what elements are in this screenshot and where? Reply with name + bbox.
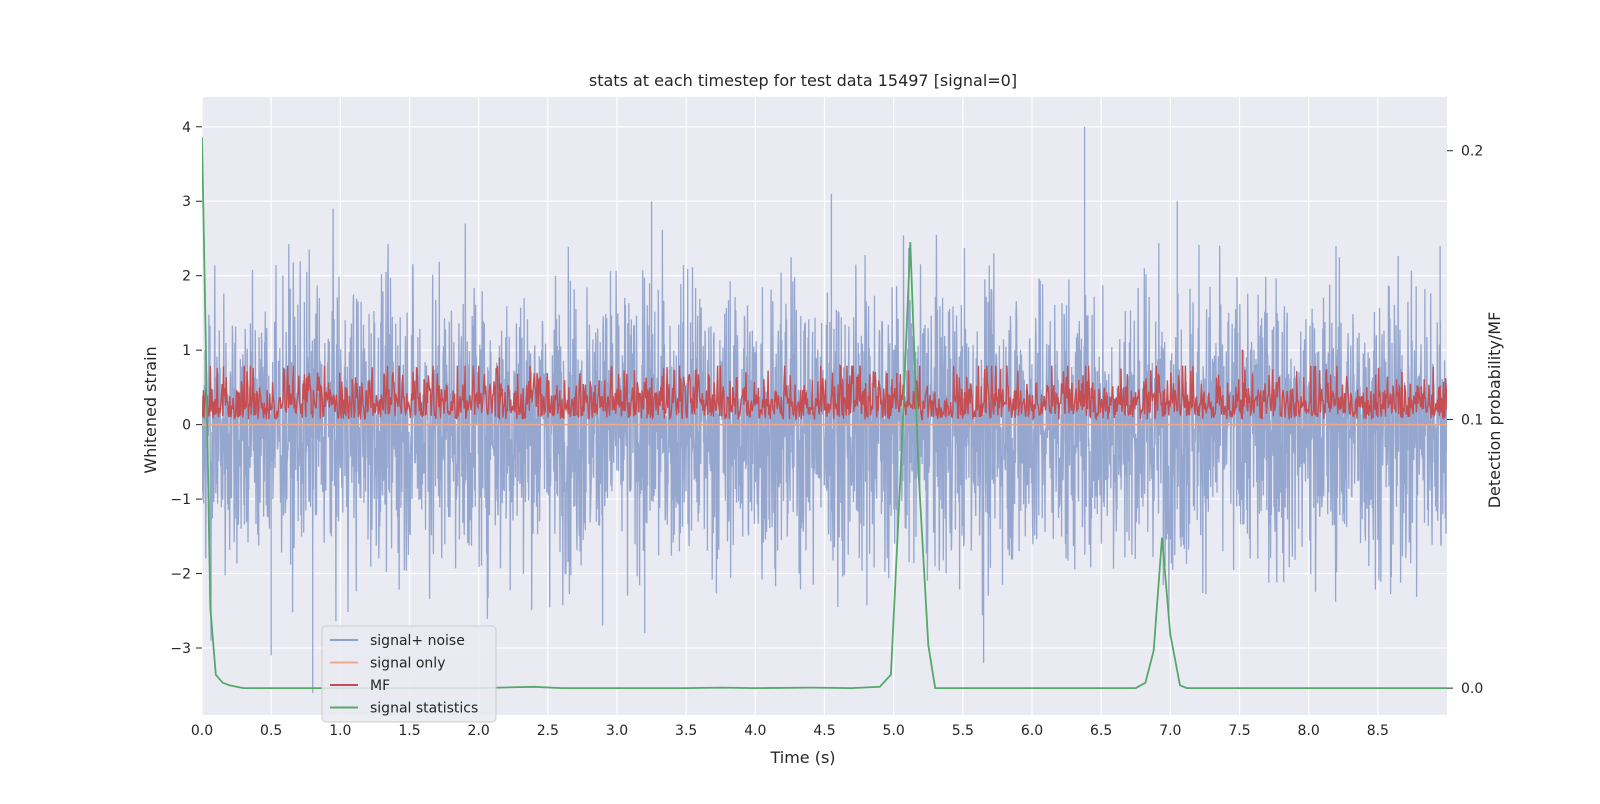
legend-label: signal only	[370, 656, 445, 672]
y-tick-label: −2	[170, 567, 191, 583]
x-tick-label: 5.5	[952, 723, 974, 739]
series-signal-statistics-line	[202, 137, 1447, 690]
x-tick-label: 6.0	[1021, 723, 1043, 739]
x-tick-label: 6.5	[1090, 723, 1112, 739]
y-tick-label: 0	[182, 418, 191, 434]
y2-axis-ticks: 0.2 0.1 0.0	[1447, 144, 1483, 697]
x-tick-label: 2.0	[468, 723, 490, 739]
y-tick-label: 2	[182, 269, 191, 285]
x-tick-label: 1.0	[329, 723, 351, 739]
x-axis-ticks: 0.0 0.5 1.0 1.5 2.0 2.5 3.0 3.5 4.0 4.5 5.0 5.5 6.0 6…	[191, 723, 1389, 739]
y2-axis-label: Detection probability/MF	[1485, 312, 1504, 509]
x-tick-label: 3.0	[606, 723, 628, 739]
x-tick-label: 5.0	[883, 723, 905, 739]
y2-tick-label: 0.2	[1461, 144, 1483, 160]
legend-label: signal+ noise	[370, 633, 465, 649]
y-tick-label: 1	[182, 343, 191, 359]
legend-box	[321, 625, 497, 723]
legend-label: MF	[370, 678, 390, 694]
x-tick-label: 1.5	[398, 723, 420, 739]
y-axis-ticks: 4 3 2 1 0 −1 −2 −3	[170, 120, 202, 657]
x-axis-label: Time (s)	[769, 748, 835, 767]
y-axis-label: Whitened strain	[141, 346, 160, 473]
x-tick-label: 8.5	[1367, 723, 1389, 739]
x-tick-label: 4.0	[744, 723, 766, 739]
x-tick-label: 0.5	[260, 723, 282, 739]
chart-title: stats at each timestep for test data 154…	[589, 71, 1017, 90]
y-tick-label: −3	[170, 641, 191, 657]
series-mf-line	[202, 349, 1447, 422]
x-tick-label: 0.0	[191, 723, 213, 739]
y2-tick-label: 0.0	[1461, 681, 1483, 697]
plot-content	[202, 126, 1447, 693]
x-tick-label: 4.5	[813, 723, 835, 739]
legend: signal+ noise signal only MF signal statist…	[321, 625, 497, 723]
x-tick-label: 7.5	[1228, 723, 1250, 739]
x-tick-label: 8.0	[1298, 723, 1320, 739]
series-signal-noise-line	[202, 126, 1447, 693]
y-tick-label: 3	[182, 194, 191, 210]
y-tick-label: −1	[170, 492, 191, 508]
y-tick-label: 4	[182, 120, 191, 136]
x-tick-label: 3.5	[675, 723, 697, 739]
x-tick-label: 7.0	[1159, 723, 1181, 739]
y2-tick-label: 0.1	[1461, 412, 1483, 428]
x-tick-label: 2.5	[537, 723, 559, 739]
legend-label: signal statistics	[370, 701, 478, 717]
